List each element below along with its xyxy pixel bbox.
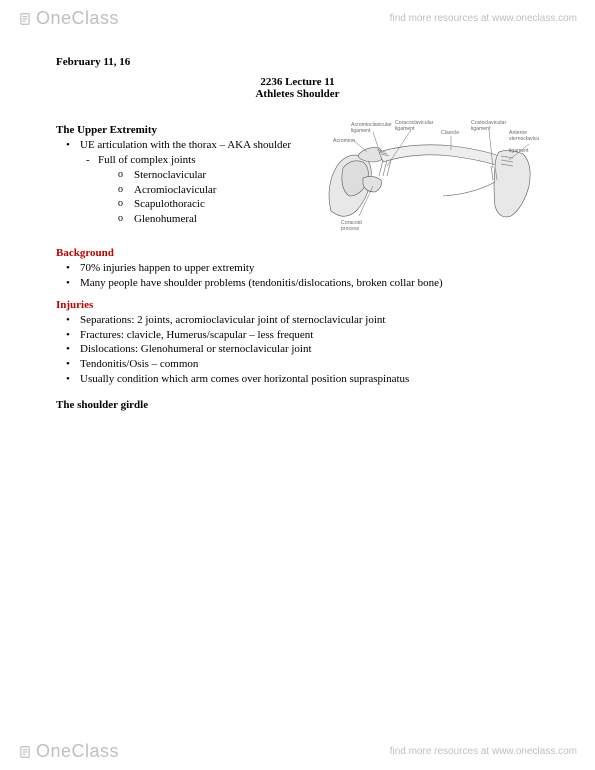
watermark-footer: OneClass find more resources at www.onec…: [0, 733, 595, 770]
list-item: Fractures: clavicle, Humerus/scapular – …: [80, 328, 539, 343]
resources-link-top: find more resources at www.oneclass.com: [390, 13, 577, 24]
title-line2: Athletes Shoulder: [56, 88, 539, 100]
title-block: 2236 Lecture 11 Athletes Shoulder: [56, 76, 539, 100]
logo-bottom: OneClass: [18, 741, 119, 762]
heading-upper-extremity: The Upper Extremity: [56, 124, 311, 136]
list-item: UE articulation with the thorax – AKA sh…: [80, 138, 311, 227]
list-item: Full of complex joints Sternoclavicular …: [98, 153, 311, 227]
title-line1: 2236 Lecture 11: [56, 76, 539, 88]
anatomy-figure: Acromioclavicularligament Acromion Corac…: [323, 116, 539, 239]
list-item: 70% injuries happen to upper extremity: [80, 261, 539, 276]
bullet-text: UE articulation with the thorax – AKA sh…: [80, 139, 291, 151]
label-costoclavicular: Costoclavicularligament: [471, 120, 506, 132]
document-icon: [18, 12, 32, 26]
dash-text: Full of complex joints: [98, 154, 195, 166]
heading-injuries: Injuries: [56, 299, 539, 311]
watermark-header: OneClass find more resources at www.onec…: [0, 0, 595, 37]
list-item: Sternoclavicular: [134, 168, 311, 183]
label-acromioclavicular: Acromioclavicularligament: [351, 122, 392, 134]
label-anterior-sc: Anteriorsternoclavicularligament: [509, 130, 539, 154]
document-icon: [18, 745, 32, 759]
injuries-list: Separations: 2 joints, acromioclavicular…: [56, 313, 539, 387]
background-list: 70% injuries happen to upper extremity M…: [56, 261, 539, 291]
list-item: Scapulothoracic: [134, 197, 311, 212]
logo-text-bottom: OneClass: [36, 741, 119, 762]
label-coracoid: Coracoidprocess: [341, 220, 362, 232]
label-clavicle: Clavicle: [441, 130, 459, 136]
upper-extremity-list: UE articulation with the thorax – AKA sh…: [56, 138, 311, 227]
heading-background: Background: [56, 247, 539, 259]
logo-text: OneClass: [36, 8, 119, 29]
logo: OneClass: [18, 8, 119, 29]
document-content: February 11, 16 2236 Lecture 11 Athletes…: [0, 0, 595, 411]
heading-shoulder-girdle: The shoulder girdle: [56, 399, 539, 411]
resources-link-bottom: find more resources at www.oneclass.com: [390, 746, 577, 757]
list-item: Many people have shoulder problems (tend…: [80, 276, 539, 291]
list-item: Dislocations: Glenohumeral or sternoclav…: [80, 342, 539, 357]
list-item: Tendonitis/Osis – common: [80, 357, 539, 372]
date: February 11, 16: [56, 56, 539, 68]
label-coracoclavicular: Coracoclavicularligament: [395, 120, 434, 132]
list-item: Acromioclavicular: [134, 183, 311, 198]
list-item: Glenohumeral: [134, 212, 311, 227]
upper-extremity-text: The Upper Extremity UE articulation with…: [56, 116, 311, 235]
list-item: Usually condition which arm comes over h…: [80, 372, 539, 387]
label-acromion: Acromion: [333, 138, 355, 144]
shoulder-anatomy-diagram: Acromioclavicularligament Acromion Corac…: [323, 116, 539, 236]
list-item: Separations: 2 joints, acromioclavicular…: [80, 313, 539, 328]
upper-extremity-row: The Upper Extremity UE articulation with…: [56, 116, 539, 239]
